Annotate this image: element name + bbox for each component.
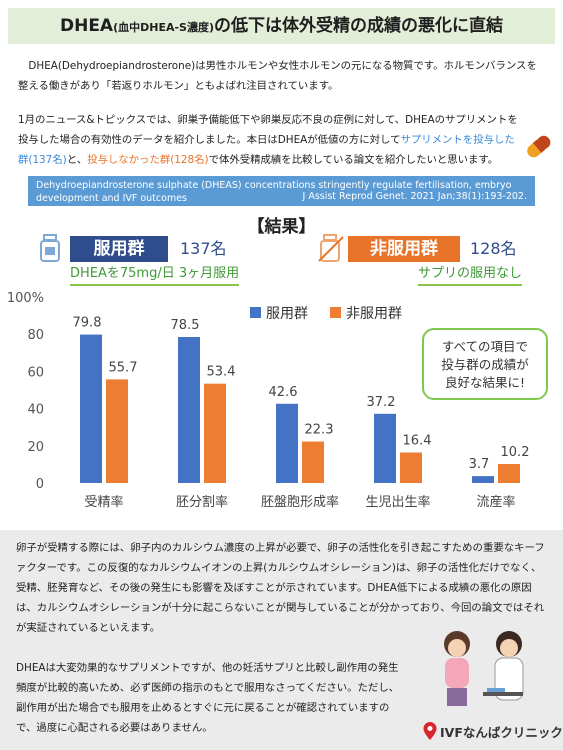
illustration [444,631,524,706]
bar [472,476,494,483]
clinic-logo: IVFなんばクリニック [440,725,563,740]
bar [106,379,128,483]
value-label: 3.7 [469,457,490,472]
value-label: 55.7 [109,360,138,375]
bottle-icon [318,234,344,262]
callout-line: 投与群の成績が [441,357,529,372]
bar [374,413,396,483]
group-note: DHEAを75mg/日 3ヶ月服用 [70,264,240,286]
reference-journal: J Assist Reprod Genet. 2021 Jan;38(1):19… [302,191,528,202]
value-label: 42.6 [269,385,298,400]
legend-swatch [330,307,341,318]
paragraph: DHEA(Dehydroepiandrosterone)は男性ホルモンや女性ホル… [18,60,537,92]
bar [302,441,324,483]
value-label: 53.4 [207,365,236,380]
group-note: サプリの服用なし [418,264,523,286]
group-count: 137名 [180,239,227,258]
y-tick-label: 60 [27,365,44,380]
y-tick-label: 0 [36,477,44,492]
title-bar: DHEA(血中DHEA-S濃度)の低下は体外受精の成績の悪化に直結 [8,8,555,44]
value-label: 37.2 [367,395,396,410]
logo-pin [423,722,437,740]
bottle-icon [40,234,60,262]
text: 1月のニュース&トピックスでは、卵巣予備能低下や卵巣反応不良の症例に対して、DH… [18,114,518,146]
y-tick-label: 100% [7,291,44,306]
legend-swatch [250,307,261,318]
x-tick-label: 胚分割率 [176,495,228,510]
bar [276,403,298,483]
y-tick-label: 80 [27,328,44,343]
group-count: 128名 [470,239,517,258]
highlight: 投与しなかった群(128名) [87,154,209,166]
title: の低下は体外受精の成績の悪化に直結 [214,16,504,36]
bar [80,334,102,483]
value-label: 22.3 [305,423,334,438]
legend-label: 服用群 [266,306,308,322]
callout: すべての項目で 投与群の成績が 良好な結果に! [422,328,548,400]
group-label: 服用群 [70,236,168,262]
text: と、 [66,154,88,166]
callout-line: すべての項目で [441,339,529,354]
paragraph: 1月のニュース&トピックスでは、卵巣予備能低下や卵巣反応不良の症例に対して、DH… [18,110,518,170]
reference-title: Dehydroepiandrosterone sulphate (DHEAS) … [36,180,512,204]
section-heading: 【結果】 [247,217,316,237]
value-label: 78.5 [171,318,200,333]
group-label: 非服用群 [348,236,460,262]
value-label: 10.2 [501,445,530,460]
bar [178,336,200,483]
capsule-icon [527,135,551,158]
value-label: 16.4 [403,433,432,448]
bar [400,452,422,483]
x-tick-label: 生児出生率 [365,495,430,510]
reference-box: Dehydroepiandrosterone sulphate (DHEAS) … [28,176,535,206]
highlight: サプリメントを投与した群(137名) [18,134,515,166]
x-tick-label: 胚盤胞形成率 [261,495,339,510]
title: (血中DHEA-S濃度) [113,21,215,34]
title: DHEA [59,16,114,36]
y-tick-label: 40 [27,403,44,418]
paragraph: 卵子が受精する際には、卵子内のカルシウム濃度の上昇が必要で、卵子の活性化を引き起… [16,542,545,634]
bar [204,383,226,483]
x-tick-label: 受精率 [84,495,123,510]
x-tick-label: 流産率 [476,495,515,510]
value-label: 79.8 [73,316,102,331]
callout-line: 良好な結果に! [444,375,525,390]
paragraph: DHEAは大変効果的なサプリメントですが、他の妊活サプリと比較し副作用の発生頻度… [16,662,400,734]
text: で体外受精成績を比較している論文を紹介したいと思います。 [208,154,499,166]
y-tick-label: 20 [27,440,44,455]
bar [498,464,520,483]
legend-label: 非服用群 [346,306,402,322]
